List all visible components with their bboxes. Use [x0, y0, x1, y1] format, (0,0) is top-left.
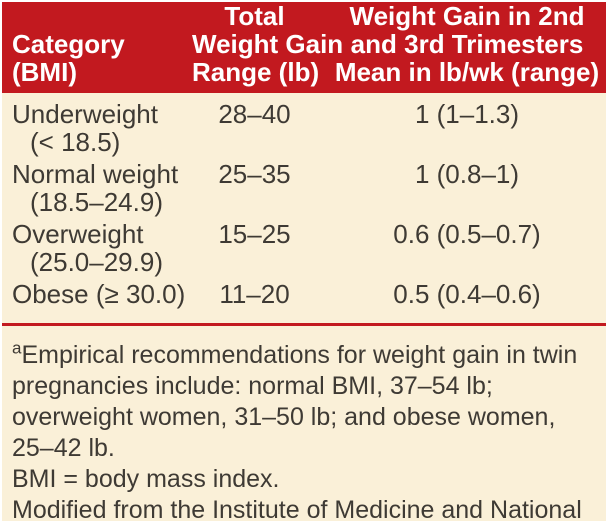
total-range-cell: 15–25: [218, 219, 291, 249]
category-name: Obese (≥ 30.0): [12, 279, 186, 309]
col-header-total-range-line3: Range (lb): [192, 57, 320, 87]
col-header-category-line2: (BMI): [12, 57, 77, 87]
footnote-bmi-definition: BMI = body mass index.: [12, 465, 280, 493]
total-range-cell: 28–40: [218, 99, 291, 129]
mean-cell: 0.5 (0.4–0.6): [393, 279, 541, 309]
col-header-category: Category (BMI): [12, 30, 192, 86]
category-name: Normal weight: [12, 159, 179, 189]
category-cell: Normal weight (18.5–24.9): [12, 160, 192, 216]
table-row-underweight: Underweight (< 18.5) 28–40 1 (1–1.3): [12, 100, 602, 156]
category-cell: Obese (≥ 30.0): [12, 280, 192, 308]
footnote-block: aEmpirical recommendations for weight ga…: [2, 326, 606, 523]
footnote-twin-recommendations: aEmpirical recommendations for weight ga…: [12, 340, 596, 464]
table-row-overweight: Overweight (25.0–29.9) 15–25 0.6 (0.5–0.…: [12, 220, 602, 276]
footnote-marker-a: a: [12, 338, 22, 358]
col-header-trimester-mean-line1: Weight Gain in 2nd: [349, 1, 585, 31]
total-range-cell: 11–20: [219, 279, 290, 309]
col-header-trimester-mean-line3: Mean in lb/wk (range): [334, 57, 600, 87]
red-divider: [2, 323, 606, 326]
total-range-cell: 25–35: [218, 159, 291, 189]
mean-cell: 1 (0.8–1): [414, 159, 520, 189]
col-header-total-range-line2: Weight Gain: [192, 29, 344, 59]
table-row-normal-weight: Normal weight (18.5–24.9) 25–35 1 (0.8–1…: [12, 160, 602, 216]
col-header-total-range: Total Weight Gain Range (lb): [192, 1, 344, 87]
col-header-trimester-mean-line2: and 3rd Trimesters: [350, 29, 584, 59]
category-name: Overweight: [12, 219, 144, 249]
col-header-total-range-line1: Total: [224, 1, 285, 31]
category-bmi-range: (18.5–24.9): [30, 187, 163, 217]
category-cell: Underweight (< 18.5): [12, 100, 192, 156]
col-header-trimester-mean: Weight Gain in 2nd and 3rd Trimesters Me…: [317, 2, 602, 86]
col-header-category-line1: Category: [12, 29, 125, 59]
table-row-obese: Obese (≥ 30.0) 11–20 0.5 (0.4–0.6): [12, 280, 602, 308]
table-body: Underweight (< 18.5) 28–40 1 (1–1.3) Nor…: [2, 93, 606, 312]
category-bmi-range: (< 18.5): [30, 127, 121, 157]
footnote-source: Modified from the Institute of Medicine …: [12, 496, 582, 523]
category-name: Underweight: [12, 99, 158, 129]
mean-cell: 0.6 (0.5–0.7): [393, 219, 541, 249]
footnote-twin-recommendations-text: Empirical recommendations for weight gai…: [12, 341, 578, 462]
mean-cell: 1 (1–1.3): [414, 99, 520, 129]
category-bmi-range: (25.0–29.9): [30, 247, 163, 277]
table-header-row: Category (BMI) Total Weight Gain Range (…: [2, 2, 606, 93]
category-cell: Overweight (25.0–29.9): [12, 220, 192, 276]
